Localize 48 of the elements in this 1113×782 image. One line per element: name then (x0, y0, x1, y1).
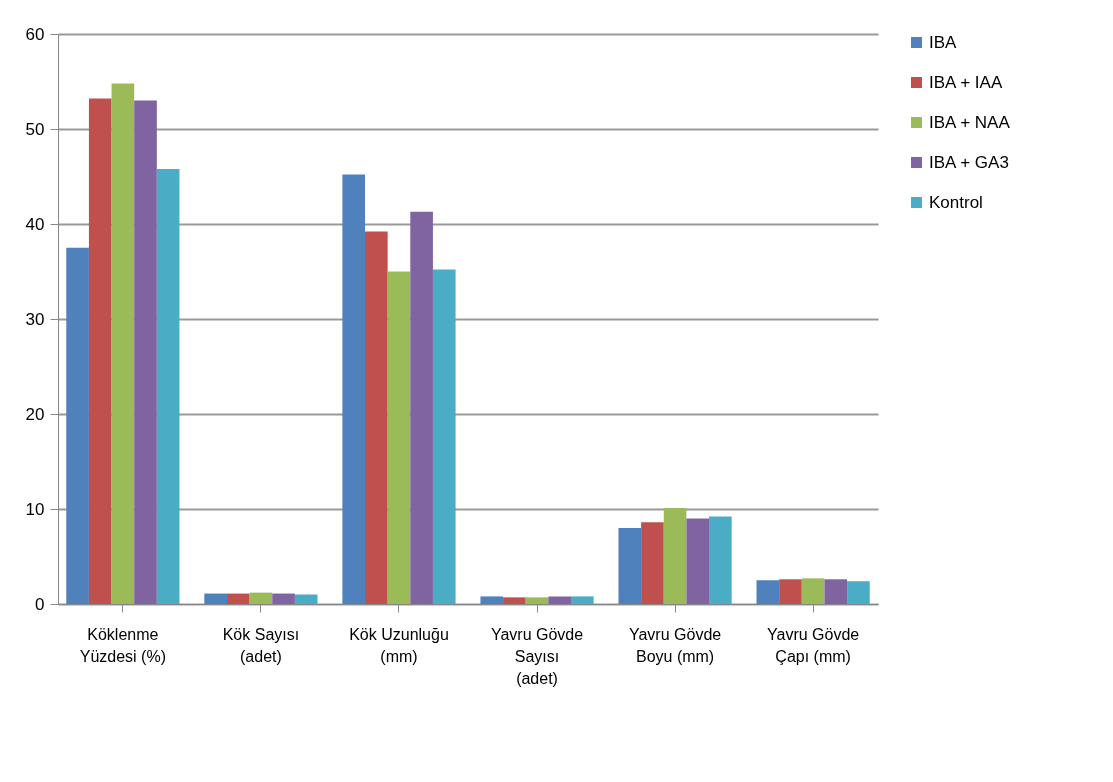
legend-label: IBA + IAA (929, 72, 1003, 92)
bar (663, 508, 687, 604)
bar (570, 596, 594, 604)
bar (410, 211, 433, 604)
y-tick-label: 50 (25, 119, 45, 139)
bar (226, 593, 250, 604)
bar (801, 578, 825, 604)
bar (365, 231, 388, 604)
bar (294, 594, 318, 604)
bar (686, 518, 710, 604)
legend-label: IBA (929, 32, 958, 52)
bar (756, 580, 780, 604)
bar (641, 522, 664, 604)
bar (503, 597, 526, 604)
bar (111, 83, 135, 604)
bar (779, 579, 802, 604)
legend-label: IBA + NAA (929, 112, 1011, 132)
legend-label: IBA + GA3 (929, 152, 1009, 172)
y-tick-label: 40 (25, 214, 45, 234)
bar (480, 596, 504, 604)
bar (548, 596, 571, 604)
y-tick-label: 0 (35, 594, 45, 614)
bar (432, 269, 456, 604)
bar (249, 592, 273, 604)
y-tick-label: 60 (25, 24, 45, 44)
bar (824, 579, 848, 604)
bar (88, 98, 112, 604)
bar (204, 593, 227, 604)
y-tick-label: 20 (25, 404, 45, 424)
bar (525, 597, 549, 604)
bar (156, 168, 180, 604)
x-tick-label: Yavru Gövde Boyu (mm) (628, 625, 722, 665)
bar (66, 247, 89, 604)
x-tick-label: Yavru Gövde Çapı (mm) (767, 625, 860, 665)
bar (618, 528, 642, 604)
bar (134, 100, 157, 604)
y-tick-label: 10 (25, 499, 45, 519)
legend-label: Kontrol (929, 192, 983, 212)
x-tick-label: Kök Sayısı (adet) (222, 625, 300, 665)
bar (342, 174, 366, 604)
bar (272, 593, 295, 604)
x-tick-label: Yavru Gövde Sayısı (adet) (490, 625, 584, 687)
x-tick-label: Kök Uzunluğu (mm) (349, 625, 449, 665)
bar (847, 581, 870, 604)
bar (709, 516, 732, 604)
y-tick-label: 30 (25, 309, 45, 329)
bar (387, 271, 411, 604)
x-tick-label: Köklenme Yüzdesi (%) (79, 625, 167, 665)
